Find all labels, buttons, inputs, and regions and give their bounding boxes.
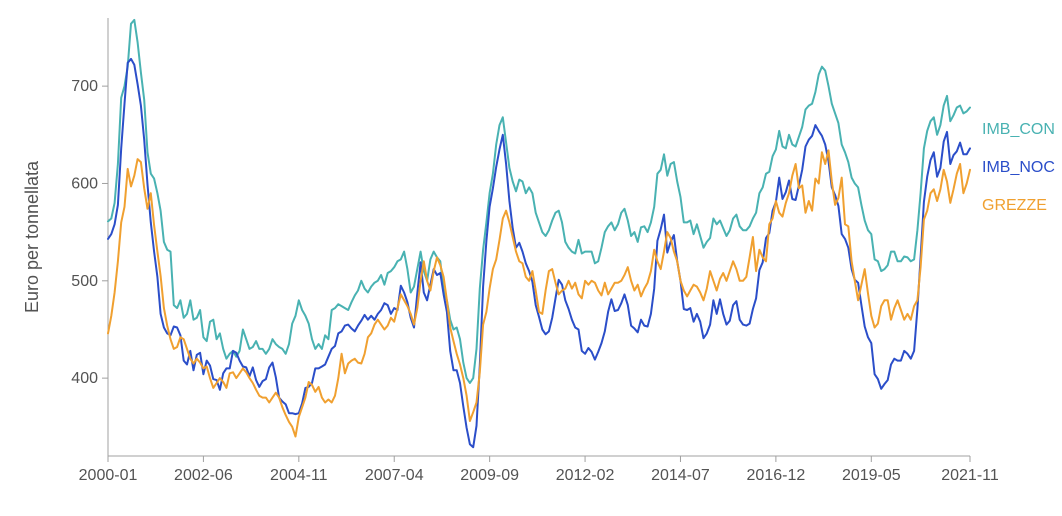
series-line-imb_noc [108, 59, 970, 447]
x-tick-label: 2004-11 [270, 467, 328, 484]
x-tick-label: 2009-09 [460, 467, 519, 484]
x-tick-label: 2019-05 [842, 467, 901, 484]
x-tick-label: 2012-02 [556, 467, 615, 484]
y-tick-label: 700 [71, 78, 98, 95]
legend-label-imb_noc: IMB_NOC [982, 159, 1055, 176]
legend-label-imb_con: IMB_CON [982, 121, 1055, 138]
x-tick-label: 2002-06 [174, 467, 233, 484]
x-tick-label: 2021-11 [941, 467, 999, 484]
x-tick-label: 2000-01 [79, 467, 138, 484]
legend-label-grezze: GREZZE [982, 197, 1047, 214]
y-axis-label: Euro per tonnellata [22, 160, 42, 313]
price-timeseries-chart: 400 500 600 700 2000-01 2002-06 2004-11 2007-04… [0, 0, 1062, 516]
y-tick-label: 600 [71, 175, 98, 192]
series-line-grezze [108, 150, 970, 436]
x-tick-label: 2007-04 [365, 467, 424, 484]
x-tick-label: 2014-07 [651, 467, 710, 484]
axis-spine [108, 18, 970, 456]
series-line-imb_con [108, 20, 970, 383]
y-tick-label: 500 [71, 273, 98, 290]
y-tick-label: 400 [71, 370, 98, 387]
x-tick-label: 2016-12 [747, 467, 806, 484]
